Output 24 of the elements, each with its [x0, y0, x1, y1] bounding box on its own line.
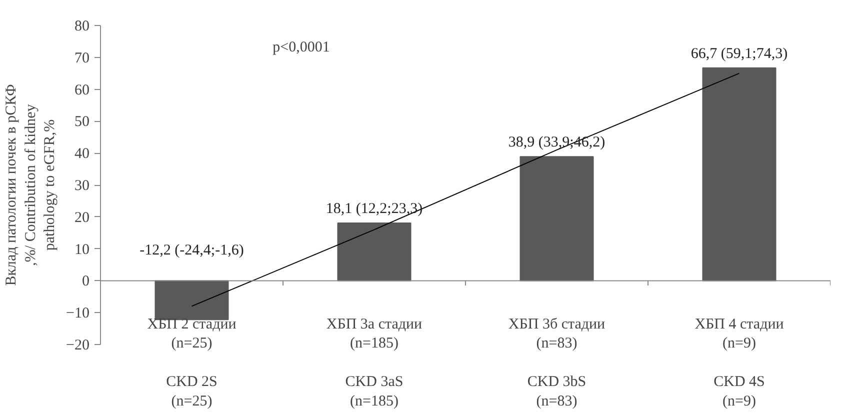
- bar: [154, 280, 229, 320]
- y-tick-label: 70: [74, 50, 90, 66]
- y-tick-label: 10: [74, 242, 90, 258]
- y-tick-label: 20: [74, 210, 90, 226]
- y-tick-label: 40: [74, 146, 90, 162]
- category-label: ХБП 4 стадии (n=9) CKD 4S (n=9): [694, 316, 784, 410]
- bar: [520, 156, 594, 282]
- category-label: ХБП 3а стадии (n=185) CKD 3aS (n=185): [326, 316, 422, 410]
- annotation: p<0,0001: [272, 40, 330, 56]
- y-axis-title: Вклад патологии почек в рСКФ ,%/ Contribution of kidney pathology to eGFR,%: [4, 84, 58, 286]
- data-label: -12,2 (-24,4;-1,6): [140, 242, 244, 259]
- data-label: 66,7 (59,1;74,3): [690, 46, 788, 62]
- y-tick-label: 0: [82, 274, 90, 290]
- bar: [337, 222, 412, 282]
- category-label: ХБП 3б стадии (n=83) CKD 3bS (n=83): [508, 316, 606, 410]
- bar: [702, 67, 776, 282]
- y-tick-label: 60: [74, 82, 90, 98]
- data-label: 18,1 (12,2;23,3): [326, 200, 423, 217]
- y-tick-label: 80: [74, 18, 90, 34]
- y-tick-label: −20: [66, 338, 90, 354]
- y-tick-label: 30: [74, 178, 90, 194]
- y-tick-label: −10: [66, 306, 90, 322]
- y-tick-label: 50: [74, 114, 90, 130]
- category-label: ХБП 2 стадии (n=25) CKD 2S (n=25): [147, 316, 236, 410]
